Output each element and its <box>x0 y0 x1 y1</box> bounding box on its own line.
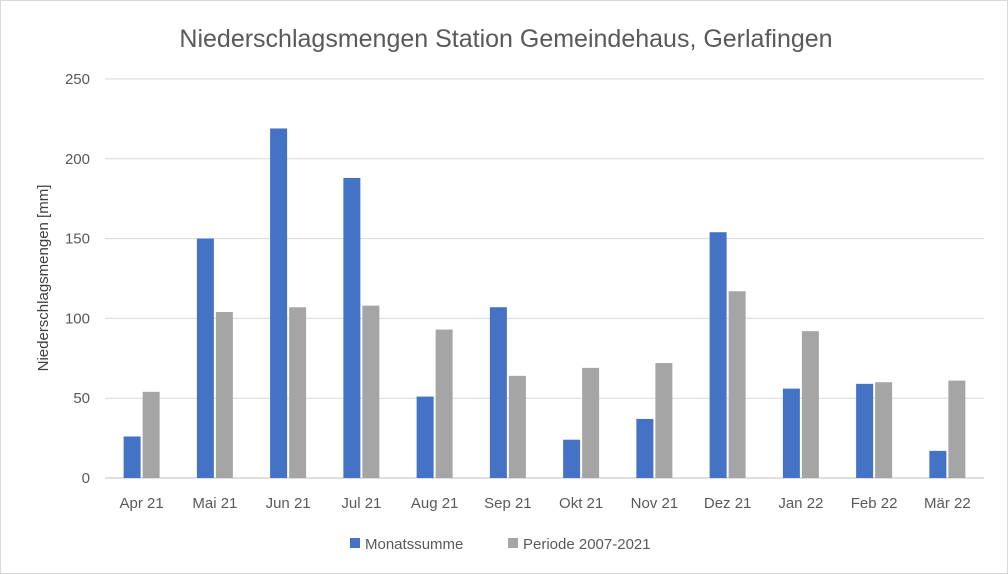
bar-periode <box>948 380 966 478</box>
gridlines <box>105 78 984 479</box>
x-tick-label: Dez 21 <box>704 495 752 512</box>
legend-label: Periode 2007-2021 <box>523 536 651 553</box>
bar-periode <box>362 305 380 478</box>
bar-monatssumme <box>196 238 214 478</box>
y-tick-labels: 0 50 100 150 200 250 <box>65 71 90 487</box>
x-tick-label: Mär 22 <box>924 495 971 512</box>
y-tick-label: 50 <box>73 390 90 407</box>
bar-periode <box>728 291 746 478</box>
legend: Monatssumme Periode 2007-2021 <box>350 536 651 553</box>
x-tick-label: Sep 21 <box>484 495 532 512</box>
bar-periode <box>142 391 160 478</box>
x-tick-label: Nov 21 <box>631 495 679 512</box>
y-tick-label: 200 <box>65 151 90 168</box>
bar-monatssumme <box>782 388 800 478</box>
x-tick-labels: Apr 21 Mai 21 Jun 21 Jul 21 Aug 21 Sep 21 Okt … <box>120 495 971 512</box>
bar-periode <box>215 312 233 478</box>
x-tick-label: Jan 22 <box>778 495 823 512</box>
bar-monatssumme <box>709 232 727 478</box>
y-tick-label: 250 <box>65 71 90 88</box>
x-tick-label: Okt 21 <box>559 495 603 512</box>
x-tick-label: Jun 21 <box>266 495 311 512</box>
bar-monatssumme <box>929 450 947 478</box>
y-tick-label: 100 <box>65 310 90 327</box>
bar-periode <box>435 329 453 478</box>
legend-swatch <box>350 538 360 548</box>
bar-monatssumme <box>563 439 581 478</box>
x-tick-label: Feb 22 <box>851 495 898 512</box>
chart-title: Niederschlagsmengen Station Gemeindehaus… <box>179 25 832 53</box>
bar-monatssumme <box>856 383 874 478</box>
bar-periode <box>582 367 600 478</box>
x-tick-label: Apr 21 <box>120 495 164 512</box>
bars <box>123 128 966 478</box>
x-tick-label: Mai 21 <box>192 495 237 512</box>
bar-monatssumme <box>270 128 288 478</box>
bar-periode <box>875 382 893 478</box>
y-tick-label: 0 <box>82 470 90 487</box>
bar-monatssumme <box>489 307 507 478</box>
bar-periode <box>289 307 307 478</box>
bar-monatssumme <box>636 418 654 478</box>
y-tick-label: 150 <box>65 231 90 248</box>
y-axis-label: Niederschlagsmengen [mm] <box>35 185 52 372</box>
bar-periode <box>508 375 526 478</box>
legend-swatch <box>508 538 518 548</box>
bar-monatssumme <box>343 177 361 478</box>
bar-periode <box>655 363 673 478</box>
bar-periode <box>801 331 819 478</box>
bar-monatssumme <box>416 396 434 478</box>
bar-monatssumme <box>123 436 141 478</box>
x-tick-label: Aug 21 <box>411 495 459 512</box>
x-tick-label: Jul 21 <box>341 495 381 512</box>
legend-label: Monatssumme <box>365 536 463 553</box>
